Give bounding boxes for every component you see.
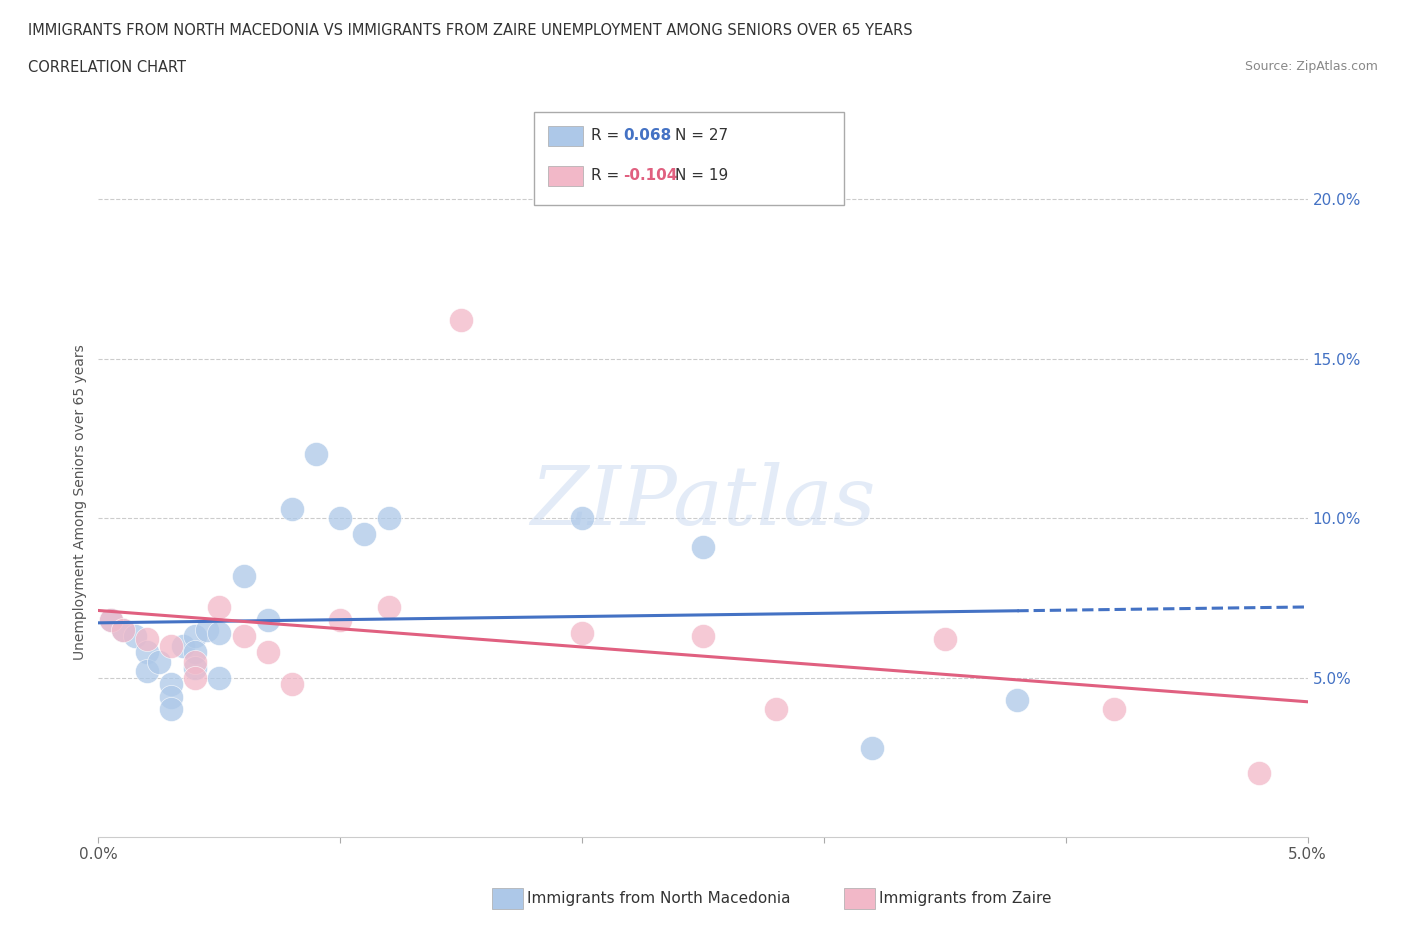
Point — [208, 626, 231, 641]
Point — [135, 644, 157, 659]
Text: Source: ZipAtlas.com: Source: ZipAtlas.com — [1244, 60, 1378, 73]
Point — [377, 511, 399, 525]
Point — [160, 702, 183, 717]
Point — [111, 622, 134, 637]
Text: IMMIGRANTS FROM NORTH MACEDONIA VS IMMIGRANTS FROM ZAIRE UNEMPLOYMENT AMONG SENI: IMMIGRANTS FROM NORTH MACEDONIA VS IMMIG… — [28, 23, 912, 38]
Point — [1007, 693, 1029, 708]
Text: N = 19: N = 19 — [675, 168, 728, 183]
Point — [329, 613, 352, 628]
Point — [184, 660, 207, 675]
Point — [160, 689, 183, 704]
Y-axis label: Unemployment Among Seniors over 65 years: Unemployment Among Seniors over 65 years — [73, 344, 87, 660]
Point — [135, 664, 157, 679]
Point — [305, 447, 328, 462]
Point — [353, 526, 375, 541]
Point — [184, 644, 207, 659]
Point — [135, 631, 157, 646]
Point — [184, 654, 207, 669]
Point — [195, 622, 218, 637]
Text: ZIPatlas: ZIPatlas — [530, 462, 876, 542]
Point — [860, 740, 883, 755]
Point — [281, 501, 304, 516]
Point — [124, 629, 146, 644]
Point — [571, 626, 593, 641]
Point — [172, 638, 194, 653]
Point — [100, 613, 122, 628]
Point — [160, 638, 183, 653]
Point — [765, 702, 787, 717]
Point — [377, 600, 399, 615]
Text: Immigrants from Zaire: Immigrants from Zaire — [879, 891, 1052, 906]
Text: CORRELATION CHART: CORRELATION CHART — [28, 60, 186, 75]
Point — [692, 629, 714, 644]
Point — [256, 613, 278, 628]
Point — [100, 613, 122, 628]
Point — [232, 629, 254, 644]
Point — [208, 671, 231, 685]
Point — [571, 511, 593, 525]
Point — [208, 600, 231, 615]
Text: R =: R = — [591, 168, 624, 183]
Point — [329, 511, 352, 525]
Point — [111, 622, 134, 637]
Text: R =: R = — [591, 128, 624, 143]
Point — [1102, 702, 1125, 717]
Point — [232, 568, 254, 583]
Text: 0.068: 0.068 — [623, 128, 671, 143]
Point — [692, 539, 714, 554]
Point — [256, 644, 278, 659]
Point — [1249, 765, 1271, 780]
Point — [934, 631, 956, 646]
Point — [160, 676, 183, 691]
Point — [281, 676, 304, 691]
Point — [148, 654, 170, 669]
Point — [184, 629, 207, 644]
Text: -0.104: -0.104 — [623, 168, 678, 183]
Point — [184, 671, 207, 685]
Point — [450, 313, 472, 328]
Text: N = 27: N = 27 — [675, 128, 728, 143]
Text: Immigrants from North Macedonia: Immigrants from North Macedonia — [527, 891, 790, 906]
